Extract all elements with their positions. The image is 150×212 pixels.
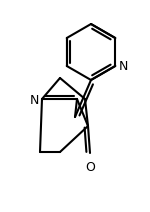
Text: N: N xyxy=(119,60,129,74)
Text: N: N xyxy=(29,93,39,106)
Text: O: O xyxy=(85,161,95,174)
